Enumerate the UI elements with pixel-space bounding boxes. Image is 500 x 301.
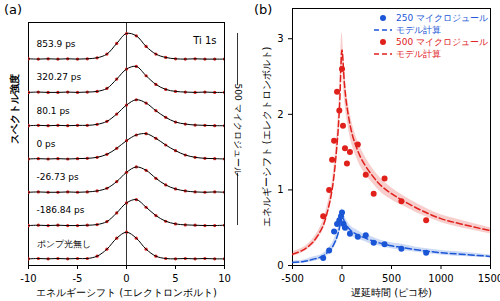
svg-text:3: 3 (277, 33, 283, 44)
svg-text:0 ps: 0 ps (37, 139, 56, 149)
html-text:500 マイクロジュール: 500 マイクロジュール (396, 37, 488, 47)
svg-text:1000: 1000 (428, 273, 453, 284)
svg-text:エネルギーシフト (エレクトロンボルト): エネルギーシフト (エレクトロンボルト) (261, 46, 272, 227)
html-text:モデル計算: モデル計算 (396, 49, 441, 59)
svg-text:スペクトル強度: スペクトル強度 (9, 74, 20, 144)
svg-text:1500: 1500 (478, 273, 500, 284)
svg-text:853.9 ps: 853.9 ps (37, 39, 76, 49)
html-text:250 マイクロジュール: 250 マイクロジュール (396, 13, 488, 23)
svg-text:2: 2 (277, 109, 283, 120)
html-text:(a): (a) (4, 2, 23, 17)
svg-text:0: 0 (339, 273, 345, 284)
svg-text:-10: -10 (20, 273, 36, 284)
html-text:(b): (b) (254, 2, 273, 17)
svg-text:1: 1 (277, 184, 283, 195)
svg-text:500: 500 (382, 273, 401, 284)
svg-text:-5: -5 (73, 273, 83, 284)
svg-text:500 マイクロジュール: 500 マイクロジュール (233, 83, 243, 175)
svg-text:-500: -500 (281, 273, 304, 284)
svg-text:-26.73 ps: -26.73 ps (37, 172, 80, 182)
svg-text:ポンプ光無し: ポンプ光無し (37, 239, 91, 249)
svg-text:0: 0 (123, 273, 129, 284)
svg-text:エネルギーシフト (エレクトロンボルト): エネルギーシフト (エレクトロンボルト) (36, 287, 217, 298)
svg-text:0: 0 (277, 260, 283, 271)
svg-text:5: 5 (172, 273, 178, 284)
html-text:モデル計算: モデル計算 (396, 25, 441, 35)
svg-text:遅延時間 (ピコ秒): 遅延時間 (ピコ秒) (351, 287, 432, 298)
svg-text:80.1 ps: 80.1 ps (37, 106, 71, 116)
svg-text:Ti 1s: Ti 1s (192, 35, 216, 46)
svg-text:320.27 ps: 320.27 ps (37, 72, 82, 82)
svg-text:-186.84 ps: -186.84 ps (37, 205, 85, 215)
svg-text:10: 10 (218, 273, 231, 284)
